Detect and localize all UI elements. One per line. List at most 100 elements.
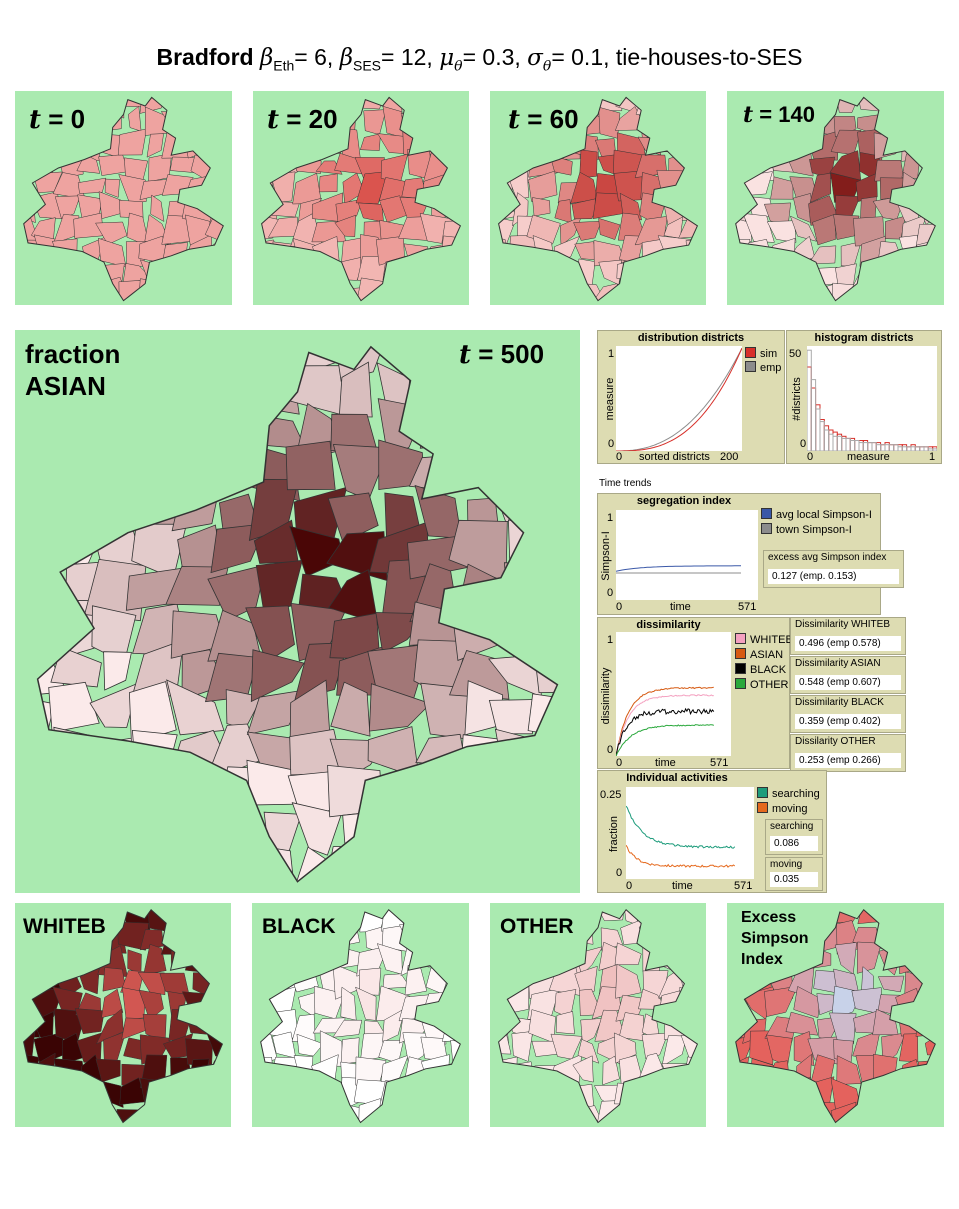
dissimilarity-ylabel: dissimilarity bbox=[600, 667, 612, 725]
excess-label: Excess Simpson Index bbox=[741, 909, 809, 968]
segregation-plot: segregation index Simpson-I 1 0 0 time 5… bbox=[597, 493, 904, 615]
dissimilarity-plot: dissimilarity dissimilarity 1 0 0 time 5… bbox=[597, 617, 793, 769]
activities-xmax: 571 bbox=[734, 880, 753, 892]
segregation-legend-local: avg local Simpson-I bbox=[761, 508, 872, 522]
histogram-sim-bar bbox=[923, 446, 929, 451]
title-sigma: σ bbox=[527, 45, 543, 71]
histogram-sim-bar bbox=[901, 444, 908, 451]
histogram-emp-bar bbox=[832, 435, 838, 451]
histogram-sim-bar bbox=[815, 404, 821, 451]
activities-ymax: 0.25 bbox=[600, 789, 622, 801]
histogram-emp-bar bbox=[819, 421, 825, 451]
histogram-area bbox=[807, 346, 937, 451]
histogram-emp-bar bbox=[828, 433, 834, 451]
histogram-emp-bar bbox=[823, 429, 830, 451]
histogram-emp-bar bbox=[810, 379, 817, 451]
map-t0-label: t = 0 bbox=[29, 104, 86, 135]
dissimilarity-black-value: 0.359 (emp 0.402) bbox=[795, 714, 901, 729]
other-label: OTHER bbox=[500, 915, 574, 938]
distribution-sim-line bbox=[616, 347, 742, 451]
map-t20 bbox=[261, 96, 462, 302]
map-main bbox=[36, 345, 559, 883]
histogram-sim-bar bbox=[897, 444, 903, 451]
activities-area bbox=[626, 787, 754, 879]
distribution-emp-line bbox=[616, 347, 742, 451]
dissimilarity-title: dissimilarity bbox=[636, 619, 701, 631]
histogram-emp-bar bbox=[897, 446, 903, 451]
segregation-legend-town: town Simpson-I bbox=[761, 523, 852, 537]
activities-moving-line bbox=[626, 844, 736, 868]
dissimilarity-black-line bbox=[616, 707, 715, 756]
black-label: BLACK bbox=[262, 915, 336, 938]
histogram-emp-bar bbox=[871, 442, 877, 451]
histogram-ylabel: #districts bbox=[791, 377, 803, 421]
histogram-sim-bar bbox=[807, 366, 812, 451]
map-panel-t60: t = 60 bbox=[490, 91, 706, 305]
whiteb-label: WHITEB bbox=[23, 915, 106, 938]
segregation-ymax: 1 bbox=[607, 512, 614, 524]
activities-xlabel: time bbox=[672, 880, 693, 892]
searching-monitor-label: searching bbox=[770, 821, 814, 832]
dissimilarity-ymax: 1 bbox=[607, 634, 614, 646]
map-t60 bbox=[498, 96, 699, 302]
histogram-ymin: 0 bbox=[800, 438, 807, 450]
histogram-sim-bar bbox=[845, 437, 851, 451]
histogram-emp-bar bbox=[906, 446, 912, 451]
histogram-sim-bar bbox=[906, 446, 912, 451]
histogram-sim-bar bbox=[810, 387, 817, 451]
map-excess bbox=[735, 908, 936, 1124]
main-label: fraction ASIAN bbox=[25, 339, 121, 401]
map-panel-whiteb: WHITEB bbox=[15, 903, 231, 1127]
histogram-emp-bar bbox=[919, 446, 925, 451]
map-panel-t0: t = 0 bbox=[15, 91, 232, 305]
map-t20-label: t = 20 bbox=[267, 104, 338, 135]
dissimilarity-black-monitor: Dissimilarity BLACK 0.359 (emp 0.402) bbox=[790, 695, 906, 733]
histogram-sim-bar bbox=[910, 444, 916, 451]
map-whiteb bbox=[23, 908, 224, 1124]
distribution-xlabel: sorted districts bbox=[639, 451, 710, 463]
dissimilarity-other-label: Dissilarity OTHER bbox=[795, 736, 876, 747]
histogram-title: histogram districts bbox=[814, 332, 914, 344]
distribution-ymin: 0 bbox=[608, 438, 615, 450]
distribution-xmin: 0 bbox=[616, 451, 623, 463]
histogram-emp-bar bbox=[893, 444, 899, 451]
histogram-sim-bar bbox=[854, 440, 860, 451]
histogram-emp-bar bbox=[901, 446, 908, 451]
histogram-sim-bar bbox=[819, 419, 825, 451]
time-trends-label: Time trends bbox=[599, 478, 652, 489]
histogram-emp-bar bbox=[867, 442, 873, 451]
histogram-emp-bar bbox=[914, 446, 921, 451]
title-beta-eth: β bbox=[259, 45, 274, 71]
histogram-emp-bar bbox=[815, 408, 821, 451]
histogram-emp-bar bbox=[849, 440, 856, 451]
title-mu-theta: θ bbox=[454, 58, 463, 75]
map-panel-excess: Excess Simpson Index bbox=[727, 903, 944, 1127]
map-t140 bbox=[735, 96, 936, 302]
dissimilarity-legend-whiteb: WHITEB bbox=[735, 633, 793, 647]
map-t60-label: t = 60 bbox=[508, 104, 579, 135]
dissimilarity-asian-value: 0.548 (emp 0.607) bbox=[795, 675, 901, 690]
histogram-emp-bar bbox=[858, 442, 864, 451]
distribution-legend-emp: emp bbox=[745, 361, 781, 375]
histogram-sim-bar bbox=[828, 429, 834, 451]
segregation-title: segregation index bbox=[636, 495, 732, 507]
activities-ylabel: fraction bbox=[608, 815, 620, 853]
searching-monitor-value: 0.086 bbox=[770, 836, 818, 851]
map-panel-main: fraction ASIAN t = 500 bbox=[15, 330, 580, 893]
segregation-ymin: 0 bbox=[607, 587, 614, 599]
title-eth-sub: Eth bbox=[273, 57, 295, 74]
dissimilarity-other-monitor: Dissilarity OTHER 0.253 (emp 0.266) bbox=[790, 734, 906, 772]
map-panel-other: OTHER bbox=[490, 903, 706, 1127]
title-ses-sub: SES bbox=[353, 57, 382, 74]
distribution-legend-sim: sim bbox=[745, 347, 777, 361]
dissimilarity-whiteb-monitor: Dissimilarity WHITEB 0.496 (emp 0.578) bbox=[790, 617, 906, 655]
dissimilarity-xmin: 0 bbox=[616, 757, 623, 769]
dissimilarity-whiteb-value: 0.496 (emp 0.578) bbox=[795, 636, 901, 651]
moving-monitor-value: 0.035 bbox=[770, 872, 818, 887]
activities-legend-searching: searching bbox=[757, 787, 820, 801]
map-panel-black: BLACK bbox=[252, 903, 469, 1127]
histogram-sim-bar bbox=[893, 444, 899, 451]
histogram-emp-bar bbox=[854, 440, 860, 451]
moving-monitor: moving 0.035 bbox=[765, 857, 823, 891]
searching-monitor: searching 0.086 bbox=[765, 819, 823, 855]
